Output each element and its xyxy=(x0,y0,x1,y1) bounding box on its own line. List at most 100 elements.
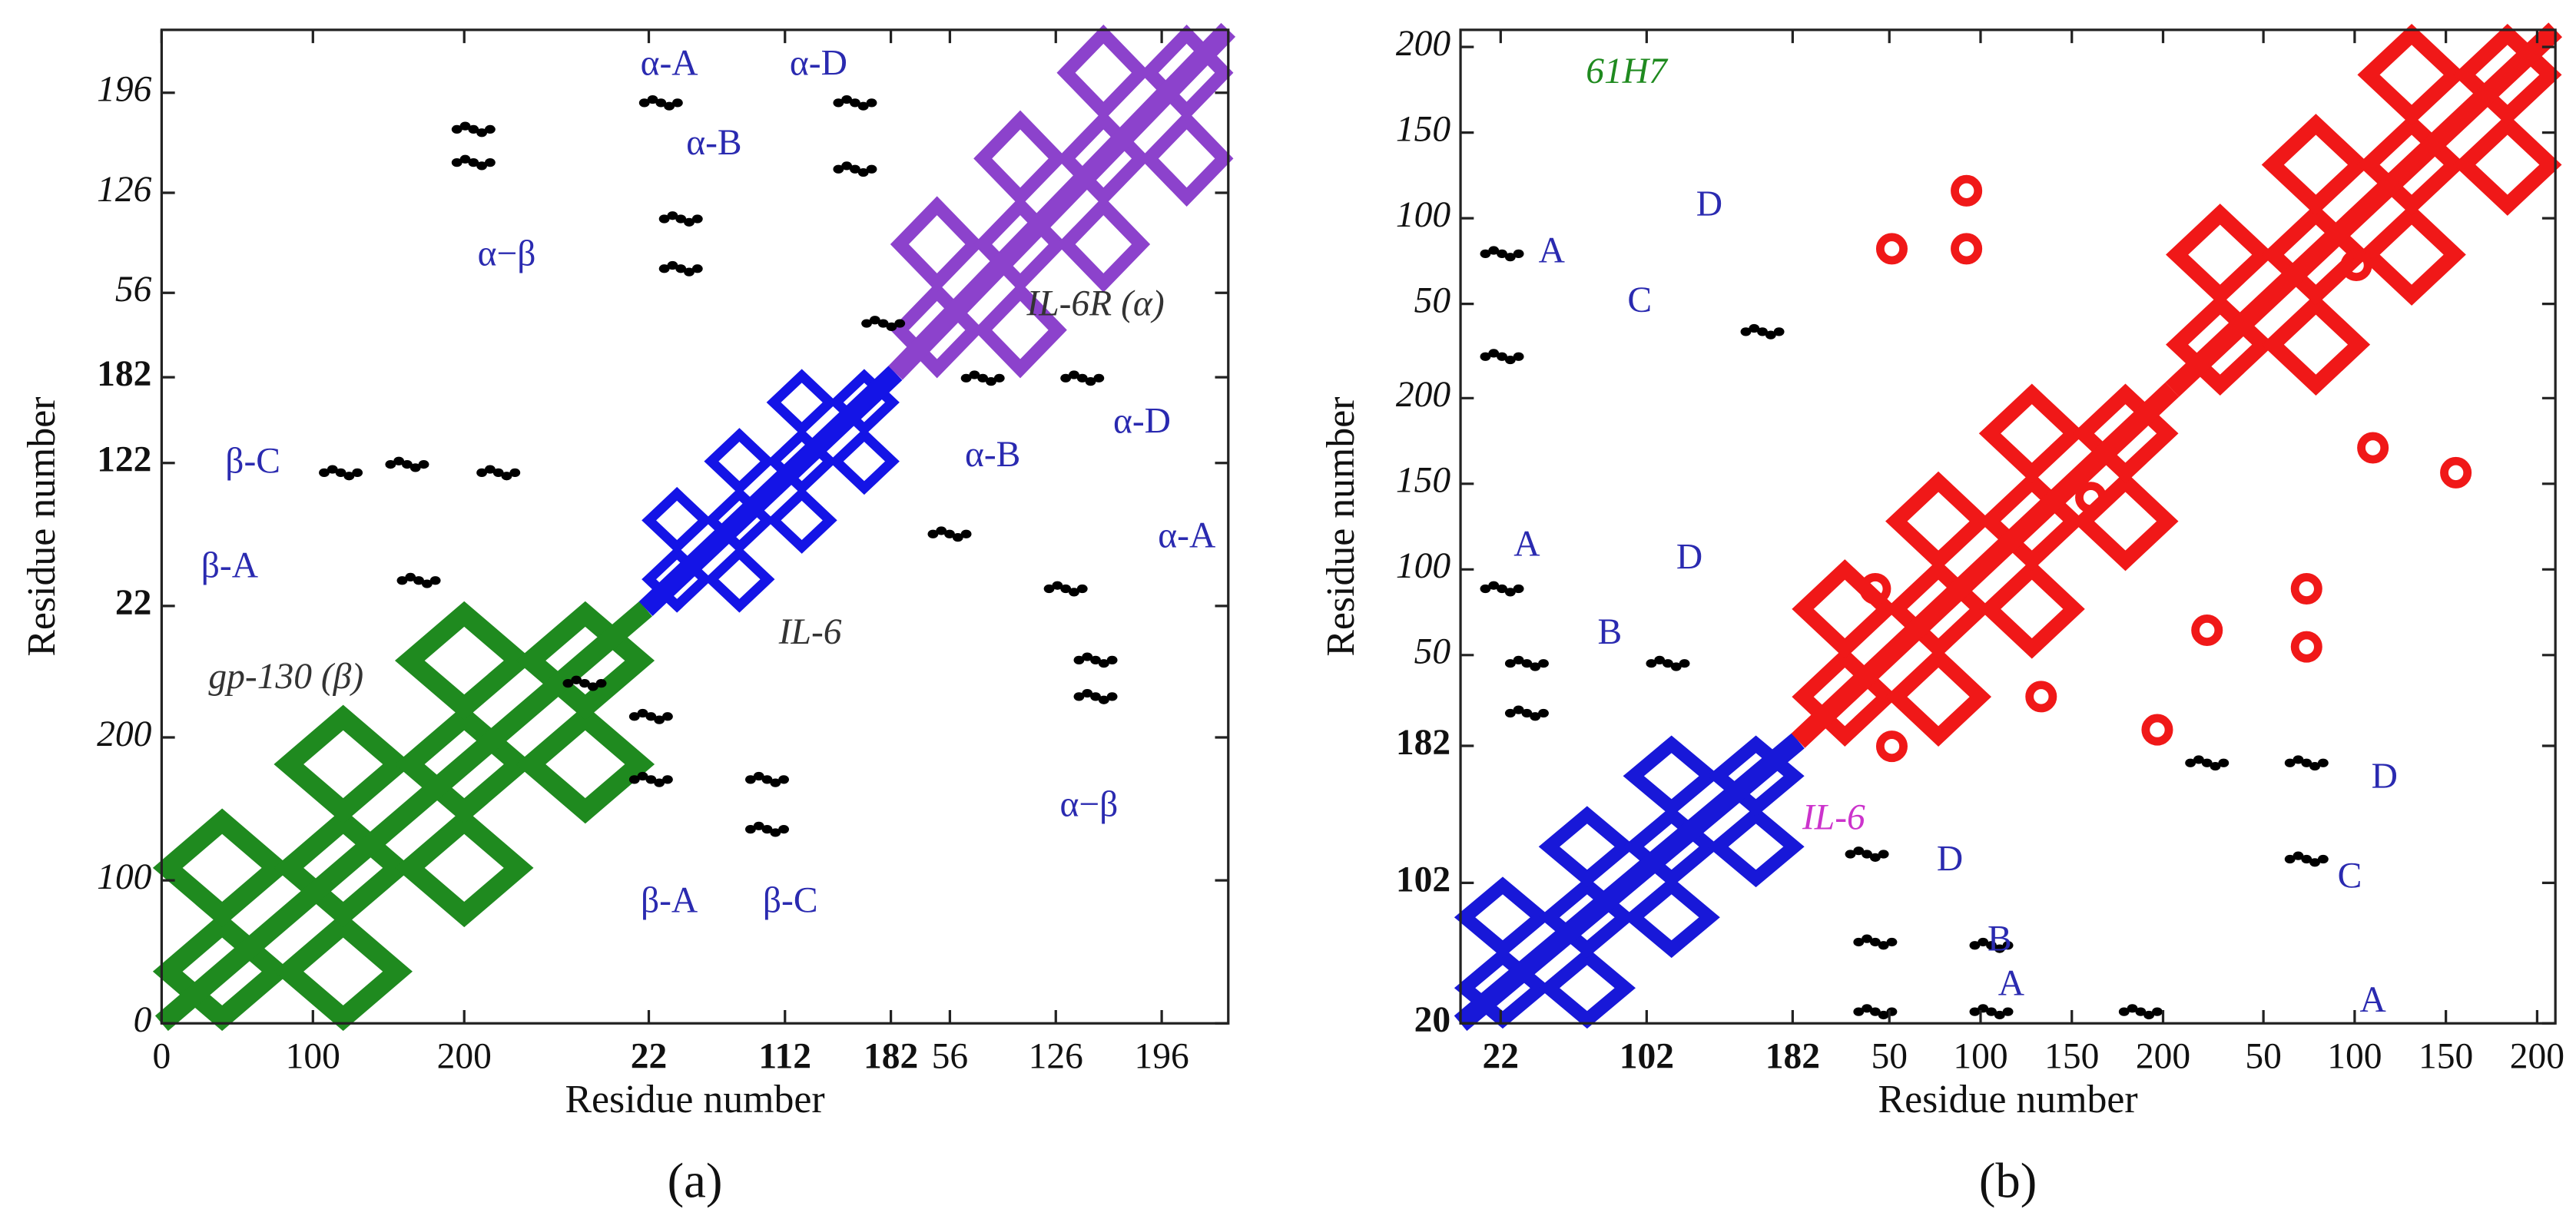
contact-dot xyxy=(396,576,408,585)
plot-frame xyxy=(160,28,1230,1025)
contact-dot xyxy=(1488,246,1500,255)
contact-dot xyxy=(1521,659,1533,668)
contact-dot xyxy=(1480,249,1491,258)
contact-dot xyxy=(637,708,648,718)
diagonal xyxy=(1454,733,1805,1032)
contact-dot xyxy=(960,373,972,383)
contact-dot xyxy=(1749,323,1760,333)
contact-dot xyxy=(1845,850,1856,859)
contact-dot xyxy=(459,154,471,164)
contact-dot xyxy=(459,121,471,131)
contact-dot xyxy=(1504,355,1516,365)
contact-dot xyxy=(1513,655,1524,664)
contact-dot xyxy=(1082,688,1093,698)
contact-dot xyxy=(2141,714,2173,746)
contact-dot xyxy=(654,715,665,724)
contact-dot xyxy=(1878,1010,1889,1020)
contact-dot xyxy=(2002,941,2014,950)
contact-dot xyxy=(1082,652,1093,661)
contact-dot xyxy=(1951,174,1983,207)
contact-dot xyxy=(2193,755,2204,764)
y-tick-label: 182 xyxy=(1396,723,1450,763)
contact-ring xyxy=(973,281,1067,379)
contact-dot xyxy=(2290,631,2322,663)
contact-dot xyxy=(977,373,989,383)
contact-ring xyxy=(1056,25,1151,121)
contact-dot xyxy=(1951,233,1983,265)
x-axis-label: Residue number xyxy=(1878,1078,2138,1121)
contact-ring xyxy=(704,428,775,495)
contact-dot xyxy=(1090,655,1101,664)
contact-dot xyxy=(993,373,1005,383)
contact-dot xyxy=(866,164,877,174)
contact-ring xyxy=(394,601,534,721)
y-tick-label: 100 xyxy=(1396,195,1451,235)
contact-dot xyxy=(1488,349,1500,358)
x-tick-label: 50 xyxy=(2245,1037,2282,1077)
contact-ring xyxy=(973,110,1067,207)
contact-dot xyxy=(1504,659,1516,668)
y-tick-label: 150 xyxy=(1396,110,1451,150)
contact-dot xyxy=(409,463,421,472)
contact-dot xyxy=(1060,584,1072,594)
contact-dot xyxy=(2293,755,2304,764)
contact-dot xyxy=(2440,456,2472,489)
annotation: A xyxy=(1513,524,1540,564)
y-tick-label: 22 xyxy=(115,583,152,623)
contact-dot xyxy=(1878,941,1889,950)
contact-dot xyxy=(671,98,683,108)
contact-dot xyxy=(1497,584,1507,594)
contact-ring xyxy=(1538,806,1636,888)
contact-ring xyxy=(516,601,655,721)
contact-ring xyxy=(1139,110,1234,207)
contact-dot xyxy=(1538,708,1549,718)
contact-ring xyxy=(2357,24,2466,126)
contact-dot xyxy=(1488,581,1500,590)
contact-dot xyxy=(927,529,939,538)
annotation: IL-6 xyxy=(778,612,842,652)
contact-dot xyxy=(501,472,512,481)
contact-dot xyxy=(1853,846,1865,856)
contact-dot xyxy=(1994,1010,2005,1020)
x-tick-label: 22 xyxy=(1483,1037,1519,1077)
contact-dot xyxy=(684,217,695,227)
contact-dot xyxy=(744,775,756,784)
contact-dot xyxy=(778,775,789,784)
contact-dot xyxy=(2075,482,2107,514)
y-tick-label: 102 xyxy=(1396,860,1450,899)
diagonal xyxy=(154,601,652,1032)
contact-dot xyxy=(1497,249,1507,258)
annotation: D xyxy=(2372,757,2398,797)
contact-ring xyxy=(1885,647,1992,747)
contact-dot xyxy=(833,98,844,108)
contact-dot xyxy=(2309,761,2320,771)
contact-dot xyxy=(2309,858,2320,867)
contact-dot xyxy=(571,675,582,684)
contact-ring xyxy=(1538,947,1636,1029)
contact-ring xyxy=(1056,196,1151,293)
annotation: α−β xyxy=(1059,784,1118,824)
diagonal xyxy=(2165,22,2563,397)
contact-dot xyxy=(662,775,673,784)
contact-dot xyxy=(969,370,980,379)
contact-dot xyxy=(1085,377,1096,386)
annotation: A xyxy=(1539,230,1565,270)
contact-dot xyxy=(451,124,462,134)
contact-dot xyxy=(869,316,880,325)
contact-dot xyxy=(1646,659,1657,668)
annotation: β-C xyxy=(763,881,818,921)
contact-dot xyxy=(647,94,658,104)
annotation: α-D xyxy=(1113,402,1171,442)
contact-dot xyxy=(894,319,906,328)
contact-dot xyxy=(778,825,789,834)
contact-dot xyxy=(451,157,462,167)
contact-ring xyxy=(766,369,837,436)
annotation: D xyxy=(1676,538,1702,578)
contact-dot xyxy=(418,459,429,469)
x-tick-label: 50 xyxy=(1871,1037,1908,1077)
contact-dot xyxy=(595,678,607,688)
contact-dot xyxy=(886,322,897,331)
annotation: A xyxy=(2359,980,2385,1020)
y-tick-label: 56 xyxy=(115,270,152,310)
contact-dot xyxy=(562,678,574,688)
